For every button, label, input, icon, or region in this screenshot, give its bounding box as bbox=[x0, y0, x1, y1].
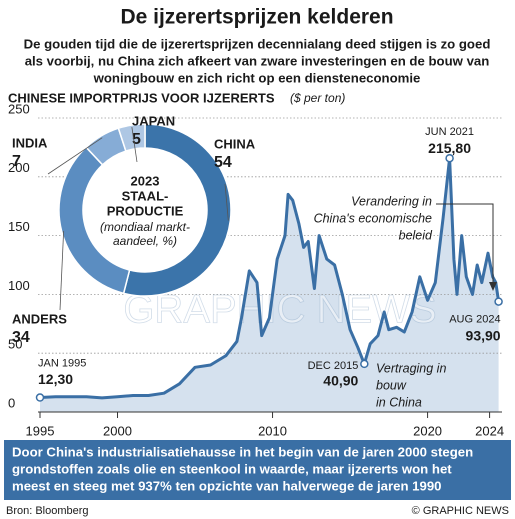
annotation-date: JAN 1995 bbox=[38, 357, 86, 369]
source: Bron: Bloomberg bbox=[6, 505, 89, 517]
x-tick-label: 2010 bbox=[258, 423, 287, 438]
title: De ijzerertsprijzen kelderen bbox=[120, 6, 393, 29]
annotation-value: 215,80 bbox=[428, 140, 471, 156]
unit: ($ per ton) bbox=[290, 91, 345, 105]
subtitle: De gouden tijd die de ijzerertsprijzen d… bbox=[24, 36, 491, 51]
leader bbox=[59, 230, 65, 311]
annotation-marker bbox=[494, 297, 503, 306]
watermark: GRAPHIC NEWS bbox=[123, 288, 436, 332]
note: Vertraging in bbox=[376, 361, 446, 375]
note-arrow bbox=[436, 203, 494, 286]
footer-box bbox=[4, 440, 511, 500]
donut-title: PRODUCTIE bbox=[107, 203, 184, 218]
annotation-value: 40,90 bbox=[323, 373, 358, 389]
x-tick-label: 2020 bbox=[413, 423, 442, 438]
pie-value: 5 bbox=[132, 131, 141, 148]
y-tick-label: 100 bbox=[8, 278, 30, 293]
subtitle: als voorbij, nu China zich afkeert van z… bbox=[25, 53, 490, 68]
pie-label: JAPAN bbox=[132, 113, 175, 128]
donut-subtitle: aandeel, %) bbox=[113, 234, 177, 248]
pie-label: ANDERS bbox=[12, 311, 67, 326]
pie-value: 54 bbox=[214, 154, 232, 171]
leader bbox=[224, 183, 229, 221]
annotation-value: 93,90 bbox=[466, 327, 501, 343]
donut-segment bbox=[122, 123, 232, 297]
y-tick-label: 0 bbox=[8, 395, 15, 410]
donut-subtitle: (mondiaal markt- bbox=[100, 220, 190, 234]
footer-text: meest en steeg met 937% ten opzichte van… bbox=[12, 478, 442, 493]
donut-title: STAAL- bbox=[122, 188, 169, 203]
donut-segment bbox=[117, 123, 146, 152]
pie-value: 34 bbox=[12, 329, 30, 346]
area bbox=[40, 158, 499, 412]
annotation-value: 12,30 bbox=[38, 371, 73, 387]
annotation-marker bbox=[35, 393, 45, 402]
leader bbox=[131, 126, 138, 163]
annotation-date: AUG 2024 bbox=[449, 313, 500, 325]
y-tick-label: 250 bbox=[8, 101, 30, 116]
plot: 0 50 100 150 200 250 1995 2000 2010 2020 2024 GRAPH… bbox=[8, 101, 504, 438]
arrow-head bbox=[489, 282, 497, 291]
note: bouw bbox=[376, 378, 407, 392]
pie-label: CHINA bbox=[214, 136, 256, 151]
y-tick-label: 50 bbox=[8, 337, 22, 352]
annotation-marker bbox=[360, 359, 369, 369]
subtitle: woningbouw en zich richt op een diensten… bbox=[93, 70, 421, 85]
y-tick-label: 200 bbox=[8, 160, 30, 175]
pie-value: 7 bbox=[12, 153, 21, 170]
x-tick-label: 1995 bbox=[26, 423, 55, 438]
footer-text: grondstoffen zoals olie en steenkool in … bbox=[12, 461, 452, 476]
x-tick-label: 2000 bbox=[103, 423, 132, 438]
line bbox=[39, 156, 501, 400]
annotation-date: JUN 2021 bbox=[425, 126, 474, 138]
note: China's economische bbox=[314, 211, 432, 225]
pie-label: INDIA bbox=[12, 135, 48, 150]
note: beleid bbox=[399, 228, 433, 242]
annotation-date: DEC 2015 bbox=[308, 360, 359, 372]
note: in China bbox=[376, 395, 422, 409]
donut-title: 2023 bbox=[131, 173, 160, 188]
leader bbox=[47, 137, 103, 175]
chart-title: CHINESE IMPORTPRIJS VOOR IJZERERTS bbox=[8, 90, 275, 105]
footer-text: Door China's industrialisatiehausse in h… bbox=[12, 444, 473, 459]
credit: © GRAPHIC NEWS bbox=[412, 505, 509, 517]
note: Verandering in bbox=[351, 194, 432, 208]
y-tick-label: 150 bbox=[8, 219, 30, 234]
x-tick-label: 2024 bbox=[475, 423, 504, 438]
annotation-marker bbox=[445, 153, 454, 163]
